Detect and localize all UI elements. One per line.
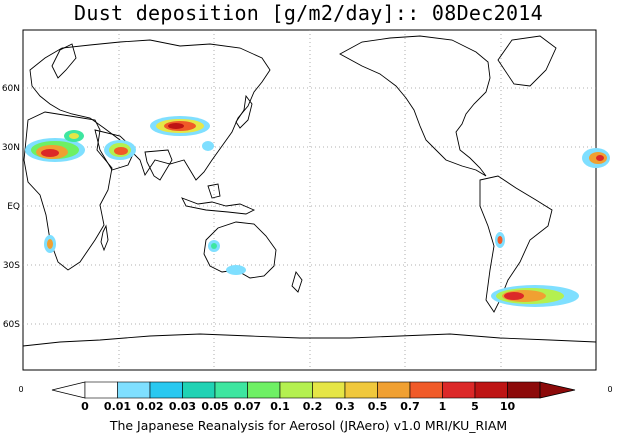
colorbar-box <box>474 381 508 399</box>
map-frame <box>22 29 597 371</box>
patagonia-dust-area <box>491 232 579 307</box>
lat-label-60n: 60N <box>2 84 20 94</box>
colorbar-level-label: 0.02 <box>136 400 163 413</box>
coastlines <box>22 35 597 347</box>
colorbar-level-label: 0.07 <box>234 400 261 413</box>
colorbar-level-label: 0.5 <box>368 400 388 413</box>
lat-label-30s: 30S <box>3 261 20 271</box>
colorbar-box <box>279 381 313 399</box>
colorbar-labels: 0 0.01 0.02 0.03 0.05 0.07 0.1 0.2 0.3 0.5 0.7 1 5 10 <box>81 400 515 413</box>
right-edge-label: 0 <box>607 385 612 394</box>
colorbar-box <box>312 381 346 399</box>
colorbar-box <box>377 381 411 399</box>
left-edge-label: 0 <box>18 385 23 394</box>
west-africa-edge-dust-area <box>582 148 610 168</box>
colorbar-level-label: 0.2 <box>303 400 323 413</box>
colorbar-box <box>214 381 248 399</box>
south-africa-dust-area <box>44 235 56 253</box>
colorbar-box <box>149 381 183 399</box>
sahara-dust-area <box>25 130 85 162</box>
colorbar: 0 0.01 0.02 0.03 0.05 0.07 0.1 0.2 0.3 0.5 0.7 1 5 10 <box>51 381 576 413</box>
grid-lines <box>23 30 596 370</box>
colorbar-level-label: 5 <box>471 400 479 413</box>
colorbar-box <box>117 381 151 399</box>
credit-line: The Japanese Reanalysis for Aerosol (JRA… <box>109 418 508 433</box>
colorbar-boxes <box>84 381 541 399</box>
colorbar-box <box>84 381 118 399</box>
colorbar-level-label: 0.1 <box>270 400 290 413</box>
colorbar-left-arrow <box>51 381 86 399</box>
colorbar-box <box>247 381 281 399</box>
colorbar-level-label: 0.05 <box>201 400 228 413</box>
colorbar-box <box>182 381 216 399</box>
australia-dust-area <box>208 240 246 275</box>
central-asia-dust-area <box>150 116 214 151</box>
colorbar-level-label: 0.3 <box>335 400 355 413</box>
lat-label-60s: 60S <box>3 320 20 330</box>
colorbar-level-label: 1 <box>439 400 447 413</box>
colorbar-level-label: 10 <box>500 400 516 413</box>
colorbar-level-label: 0.01 <box>104 400 131 413</box>
colorbar-level-label: 0.03 <box>169 400 196 413</box>
lat-label-eq: EQ <box>7 202 20 212</box>
colorbar-box <box>344 381 378 399</box>
dust-deposition-field <box>25 116 610 307</box>
colorbar-level-label: 0.7 <box>400 400 420 413</box>
colorbar-level-label: 0 <box>81 400 89 413</box>
colorbar-box <box>442 381 476 399</box>
map-title: Dust deposition [g/m2/day]:: 08Dec2014 <box>74 1 543 25</box>
arabia-dust-area <box>104 140 136 160</box>
colorbar-right-arrow <box>539 381 576 399</box>
colorbar-box <box>507 381 541 399</box>
colorbar-box <box>409 381 443 399</box>
lat-label-30n: 30N <box>2 143 20 153</box>
